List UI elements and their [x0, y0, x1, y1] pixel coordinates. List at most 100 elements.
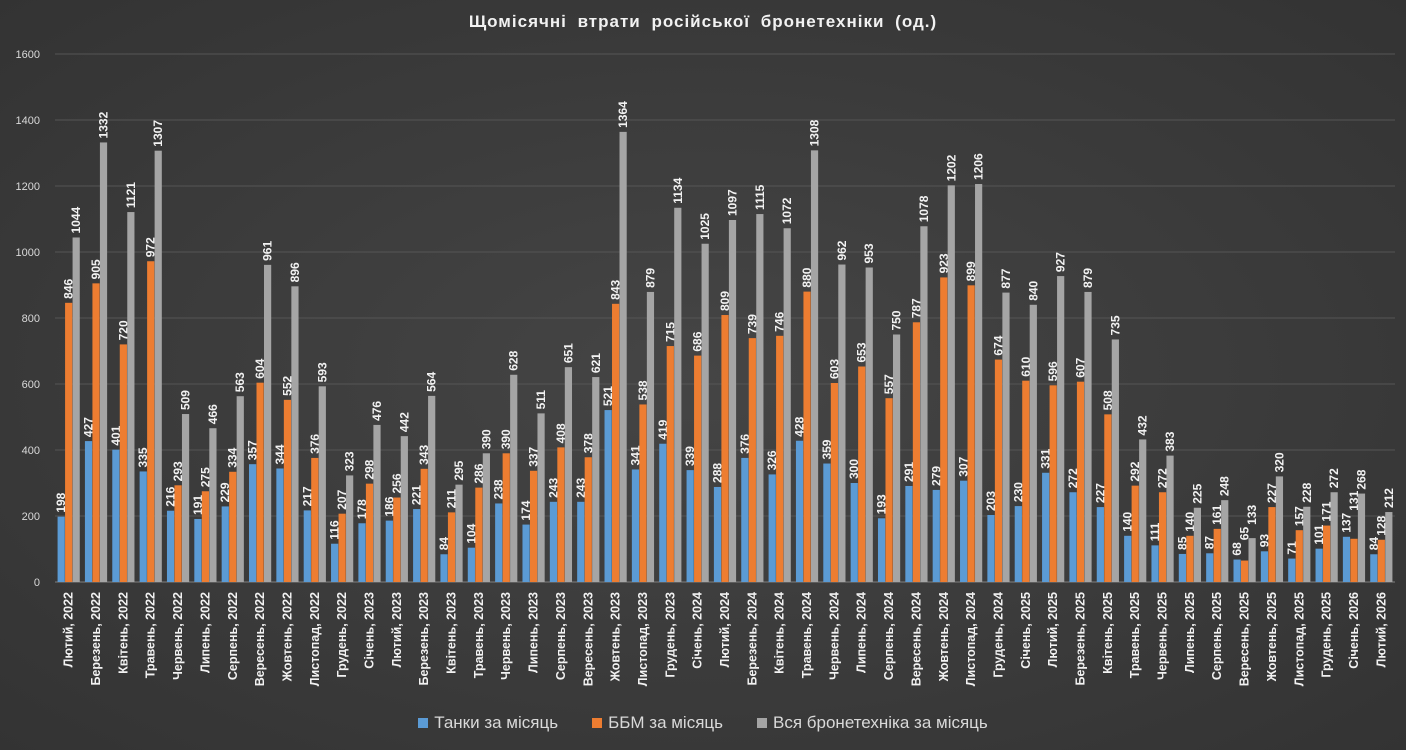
bar-tanks — [413, 509, 421, 582]
data-label: 1206 — [972, 153, 986, 180]
bar-ifv — [748, 338, 756, 582]
data-label: 186 — [382, 496, 396, 516]
data-label: 1115 — [753, 184, 767, 210]
data-label: 686 — [691, 331, 705, 351]
data-label: 286 — [472, 463, 486, 483]
bar-tanks — [686, 470, 694, 582]
bar-tanks — [1151, 545, 1159, 582]
bar-tanks — [850, 483, 858, 582]
bar-ifv — [256, 382, 264, 582]
x-tick-label: Жовтень, 2025 — [1265, 592, 1279, 682]
bar-ifv — [1240, 560, 1249, 582]
bar-tanks — [331, 543, 339, 582]
data-label: 295 — [452, 460, 466, 480]
data-label: 339 — [683, 446, 697, 466]
x-tick-label: Червень, 2025 — [1156, 592, 1170, 680]
data-label: 596 — [1046, 361, 1060, 381]
bar-ifv — [119, 344, 127, 582]
bar-ifv — [283, 399, 292, 582]
data-label: 212 — [1382, 488, 1396, 508]
data-label: 229 — [218, 482, 232, 502]
bar-total — [346, 475, 354, 582]
data-label: 1332 — [97, 111, 111, 138]
bar-total — [537, 413, 545, 582]
x-tick-label: Квітень, 2023 — [445, 592, 459, 674]
bar-tanks — [905, 485, 913, 582]
bar-tanks — [1370, 554, 1378, 582]
data-label: 191 — [191, 495, 205, 515]
x-tick-label: Травень, 2022 — [144, 592, 158, 678]
bar-tanks — [1178, 553, 1186, 582]
data-label: 428 — [793, 416, 807, 436]
bar-total — [1385, 512, 1393, 582]
data-label: 843 — [609, 279, 623, 299]
data-label: 735 — [1108, 315, 1122, 335]
bar-ifv — [1350, 538, 1358, 582]
x-tick-label: Квітень, 2024 — [773, 592, 787, 674]
bar-tanks — [1069, 492, 1077, 582]
data-label: 1072 — [780, 197, 794, 224]
bar-tanks — [877, 518, 886, 582]
chart-title: Щомісячні втрати російської бронетехніки… — [468, 12, 938, 31]
bar-total — [373, 424, 381, 582]
data-label: 628 — [507, 350, 521, 370]
x-tick-label: Серпень, 2025 — [1210, 592, 1224, 680]
bar-ifv — [1377, 539, 1385, 582]
bar-total — [1357, 493, 1366, 582]
data-label: 927 — [1054, 252, 1068, 272]
x-tick-label: Лютий, 2022 — [62, 592, 76, 667]
data-label: 293 — [171, 461, 185, 481]
data-label: 344 — [273, 444, 287, 464]
data-label: 71 — [1285, 541, 1299, 555]
bar-ifv — [885, 398, 893, 582]
x-tick-label: Травень, 2023 — [472, 592, 486, 678]
data-label: 272 — [1156, 468, 1170, 488]
data-label: 879 — [643, 268, 657, 288]
y-tick-label: 1000 — [16, 247, 40, 259]
bar-ifv — [1022, 380, 1030, 582]
bar-ifv — [311, 457, 319, 582]
data-label: 307 — [957, 456, 971, 476]
data-label: 607 — [1074, 357, 1088, 377]
data-label: 1202 — [944, 154, 958, 181]
bar-total — [1139, 439, 1147, 582]
x-tick-label: Січень, 2023 — [362, 592, 376, 669]
x-tick-label: Січень, 2026 — [1347, 592, 1361, 669]
bar-ifv — [639, 404, 647, 582]
data-label: 85 — [1175, 536, 1189, 550]
data-label: 359 — [820, 439, 834, 459]
data-label: 593 — [315, 362, 329, 382]
x-tick-label: Липень, 2024 — [855, 592, 869, 673]
data-label: 1078 — [917, 195, 931, 222]
data-label: 323 — [343, 451, 357, 471]
data-label: 221 — [410, 485, 424, 505]
x-tick-label: Серпень, 2022 — [226, 592, 240, 680]
bar-total — [947, 185, 955, 582]
bar-tanks — [960, 480, 968, 582]
data-label: 653 — [855, 342, 869, 362]
data-label: 390 — [479, 429, 493, 449]
bar-ifv — [1131, 485, 1139, 582]
data-label: 1364 — [616, 101, 630, 128]
x-tick-label: Березень, 2025 — [1074, 592, 1088, 686]
data-label: 1044 — [69, 206, 83, 233]
bar-total — [728, 219, 737, 583]
data-label: 104 — [464, 523, 478, 543]
data-label: 376 — [738, 434, 752, 454]
data-label: 203 — [984, 491, 998, 511]
x-tick-label: Жовтень, 2024 — [937, 592, 951, 682]
x-tick-label: Серпень, 2024 — [882, 592, 896, 680]
data-label: 378 — [581, 433, 595, 453]
data-label: 228 — [1300, 482, 1314, 502]
x-tick-label: Червень, 2024 — [827, 592, 841, 680]
x-tick-label: Березень, 2023 — [417, 592, 431, 686]
data-label: 272 — [1066, 468, 1080, 488]
bar-ifv — [229, 471, 237, 582]
bar-total — [619, 131, 627, 582]
bar-total — [756, 214, 764, 583]
data-label: 128 — [1374, 515, 1388, 535]
bar-ifv — [1323, 525, 1331, 582]
bar-tanks — [303, 510, 311, 582]
data-label: 84 — [1367, 537, 1381, 551]
bar-tanks — [659, 443, 667, 582]
